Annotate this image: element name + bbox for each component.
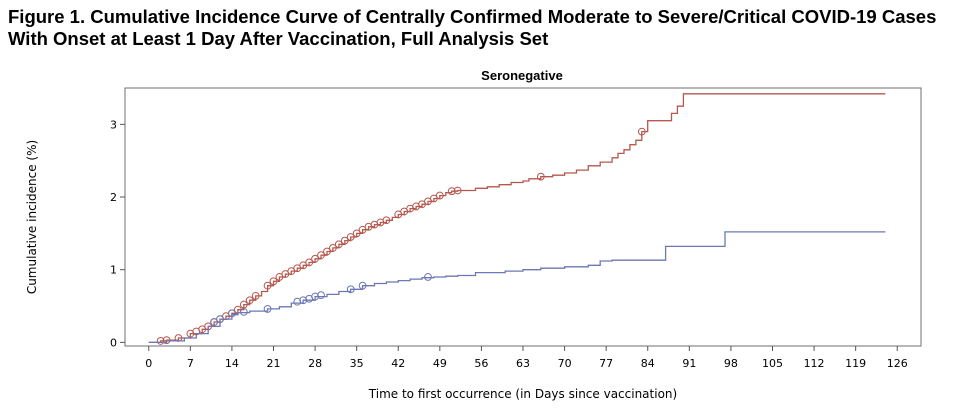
red-curve-censor-mark xyxy=(447,187,456,196)
blue-curve-censor-mark xyxy=(317,291,325,300)
x-tick-label: 49 xyxy=(433,357,447,370)
red-curve-censor-mark xyxy=(334,240,343,249)
blue-curve-censor-mark xyxy=(346,285,355,294)
x-tick-label: 119 xyxy=(845,357,866,370)
red-curve-censor-mark xyxy=(317,251,325,260)
blue-curve-censor-mark xyxy=(424,273,432,281)
red-curve-censor-mark xyxy=(323,247,331,256)
red-curve-censor-mark xyxy=(263,281,272,290)
x-axis-label: Time to first occurrence (in Days since … xyxy=(368,387,677,401)
x-tick-label: 70 xyxy=(558,357,572,370)
red-curve-censor-mark xyxy=(245,296,254,305)
red-curve-censor-mark xyxy=(352,229,361,238)
red-curve-censor-mark xyxy=(156,337,165,345)
blue-curve-censor-mark xyxy=(263,305,272,313)
x-tick-label: 112 xyxy=(804,357,825,370)
x-tick-label: 42 xyxy=(391,357,405,370)
red-curve-line xyxy=(148,93,886,344)
blue-curve-censor-mark xyxy=(228,309,236,318)
y-tick-label: 0 xyxy=(110,336,117,349)
x-tick-label: 0 xyxy=(145,357,152,370)
red-curve xyxy=(148,93,886,345)
blue-curve-censor-mark xyxy=(299,296,308,305)
y-axis: 0 1 2 3 xyxy=(110,118,125,349)
x-tick-label: 91 xyxy=(682,357,696,370)
blue-curve-censor-mark xyxy=(311,292,319,301)
blue-curve-censor-mark xyxy=(239,307,248,316)
x-axis: 0 7 14 21 28 35 42 49 56 63 70 77 84 91 98 105 112 119 126 xyxy=(145,346,908,370)
x-tick-label: 98 xyxy=(724,357,738,370)
red-curve-censor-mark xyxy=(251,291,260,300)
red-curve-censor-mark xyxy=(340,236,349,245)
x-tick-label: 84 xyxy=(641,357,655,370)
red-curve-censor-mark xyxy=(536,172,545,181)
blue-curve-line xyxy=(148,231,886,344)
red-curve-censor-mark xyxy=(305,258,314,267)
x-tick-label: 105 xyxy=(762,357,783,370)
y-tick-label: 1 xyxy=(110,264,117,277)
x-tick-label: 63 xyxy=(516,357,530,370)
y-tick-label: 3 xyxy=(110,118,117,131)
red-curve-censor-mark xyxy=(346,233,355,241)
x-tick-label: 21 xyxy=(267,357,281,370)
red-curve-censor-mark xyxy=(637,127,646,136)
x-tick-label: 77 xyxy=(599,357,613,370)
figure-title: Figure 1. Cumulative Incidence Curve of … xyxy=(8,6,937,49)
red-curve-censor-mark xyxy=(162,336,171,345)
x-tick-label: 14 xyxy=(225,357,239,370)
chart-title: Seronegative xyxy=(481,68,563,83)
red-curve-censor-mark xyxy=(453,186,462,195)
x-tick-label: 7 xyxy=(187,357,194,370)
x-tick-label: 28 xyxy=(308,357,322,370)
y-tick-label: 2 xyxy=(110,191,117,204)
blue-curve xyxy=(148,231,886,344)
blue-curve-censor-mark xyxy=(293,297,302,306)
series-layer xyxy=(148,93,886,345)
x-tick-label: 126 xyxy=(887,357,908,370)
x-tick-label: 35 xyxy=(350,357,364,370)
red-curve-censor-mark xyxy=(382,216,391,225)
red-curve-censor-mark xyxy=(311,254,319,263)
blue-curve-censor-mark xyxy=(216,315,224,324)
blue-curve-censor-mark xyxy=(358,281,367,290)
y-axis-label: Cumulative incidence (%) xyxy=(25,140,39,294)
red-curve-censor-mark xyxy=(269,277,278,286)
x-tick-label: 56 xyxy=(474,357,488,370)
red-curve-censor-mark xyxy=(329,243,337,252)
red-curve-censor-mark xyxy=(435,191,444,200)
